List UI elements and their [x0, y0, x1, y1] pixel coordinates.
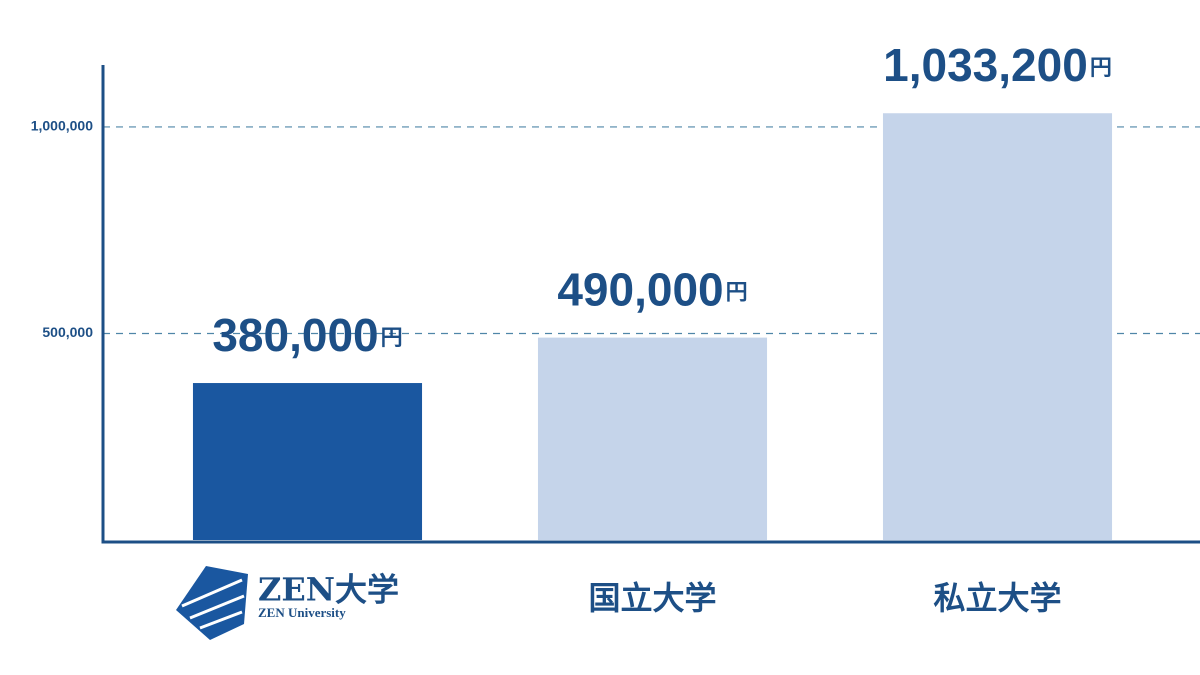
bar — [537, 337, 768, 540]
value-label: 490,000円 — [557, 264, 747, 316]
bar — [882, 113, 1113, 541]
x-tick-label: 国立大学 — [588, 579, 716, 617]
logo-subtitle: ZEN University — [258, 605, 346, 620]
logo-icon — [176, 566, 248, 640]
value-label: 380,000円 — [212, 309, 402, 361]
logo-name: ZEN大学 — [258, 571, 399, 609]
y-tick-label: 1,000,000 — [31, 118, 93, 134]
value-label: 1,033,200円 — [883, 39, 1112, 91]
x-tick-label: 私立大学 — [933, 579, 1061, 617]
bar — [192, 383, 423, 540]
y-tick-label: 500,000 — [42, 324, 93, 340]
